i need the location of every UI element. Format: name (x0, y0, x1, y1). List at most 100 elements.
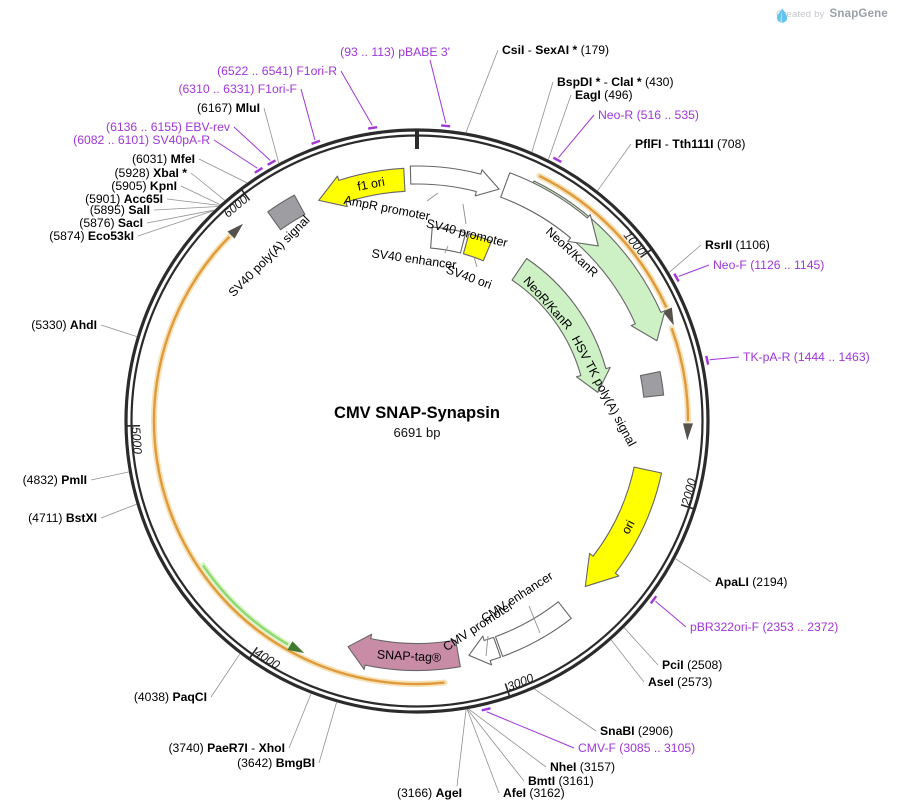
enzyme-site-rsrii[interactable]: RsrII (1106) (705, 238, 770, 252)
enzyme-site-pmli[interactable]: (4832) PmlI (23, 473, 87, 487)
feature-label-sv40-ori[interactable]: SV40 ori (444, 262, 493, 291)
primer-tick-f1ori-f[interactable] (311, 139, 321, 145)
site-leader-rsrii (668, 244, 702, 273)
feature-leader-cmv-promoter (485, 635, 489, 657)
enzyme-site-kpni[interactable]: (5905) KpnI (111, 179, 177, 193)
primer-tick-pbr322ori-f[interactable] (649, 595, 658, 605)
enzyme-site-bmgbi[interactable]: (3642) BmgBI (237, 756, 315, 770)
enzyme-site-asei[interactable]: AseI (2573) (648, 675, 712, 689)
site-leader-pmli (90, 471, 130, 481)
feature-label-sv40-polya-signal[interactable]: SV40 poly(A) signal (226, 213, 313, 300)
enzyme-site-acc65i[interactable]: (5901) Acc65I (85, 192, 163, 206)
primer-tick-f1ori-r[interactable] (367, 125, 378, 130)
feature-f1-ori[interactable] (318, 167, 406, 208)
primer-leader-tk-pa-r (709, 356, 740, 361)
site-leader-sali (153, 206, 219, 211)
enzyme-site-bstxi[interactable]: (4711) BstXI (28, 511, 97, 525)
primer-tick-cmv-f[interactable] (481, 707, 491, 712)
primer-label-sv40pa-r[interactable]: (6082 .. 6101) SV40pA-R (73, 133, 210, 147)
primer-leader-pbr322ori-f (655, 600, 687, 628)
primer-leader-f1ori-r (340, 70, 373, 126)
primer-tick-sv40pa-r[interactable] (254, 166, 264, 174)
enzyme-site-bmti[interactable]: BmtI (3161) (528, 774, 594, 788)
primer-label-f1ori-f[interactable]: (6310 .. 6331) F1ori-F (178, 82, 297, 96)
feature-hsv-tk-polya-signal[interactable] (639, 371, 665, 398)
enzyme-site-snabi[interactable]: SnaBI (2906) (600, 724, 673, 738)
credit-brand: SnapGene (829, 8, 888, 20)
feature-label-ampr-promoter[interactable]: AmpR promoter (343, 193, 432, 223)
feature-label-f1-ori[interactable]: f1 ori (356, 175, 386, 194)
feature-sv40-enhancer[interactable] (430, 226, 467, 254)
scale-label-2000: 2000 (678, 477, 699, 508)
feature-label-hsv-tk-polya-signal[interactable]: HSV TK poly(A) signal (569, 333, 639, 448)
enzyme-site-agei[interactable]: (3166) AgeI (397, 786, 462, 800)
enzyme-site-csii-sexai[interactable]: CsiI - SexAI * (179) (502, 43, 609, 57)
feature-neor-kanr-inner[interactable] (511, 257, 611, 393)
orf-arrowhead-orf-plus-right-2 (682, 423, 693, 441)
site-leader-pcii (623, 627, 659, 666)
scale-tick-1000 (640, 248, 653, 259)
site-leader-eco53ki (137, 210, 215, 237)
site-leader-csii-sexai (465, 49, 499, 133)
enzyme-site-pcii[interactable]: PciI (2508) (662, 658, 722, 672)
enzyme-site-ahdi[interactable]: (5330) AhdI (31, 318, 97, 332)
orf-arrowhead-orf-plus-left (227, 223, 244, 239)
primer-label-neo-r[interactable]: Neo-R (516 .. 535) (598, 108, 699, 122)
enzyme-site-eagi[interactable]: EagI (496) (575, 88, 633, 102)
primer-label-pbr322ori-f[interactable]: pBR322ori-F (2353 .. 2372) (690, 620, 838, 634)
primer-label-pbabe-3[interactable]: (93 .. 113) pBABE 3' (340, 45, 450, 59)
primer-tick-ebv-rev[interactable] (267, 159, 277, 166)
primer-tick-neo-r[interactable] (552, 156, 562, 163)
feature-snap-tag[interactable] (347, 633, 461, 672)
orf-arc-orf-minus-left (202, 564, 289, 646)
site-leader-mlui (263, 107, 280, 164)
feature-ori[interactable] (584, 466, 663, 587)
site-leader-kpni (180, 185, 221, 205)
enzyme-site-paqci[interactable]: (4038) PaqCI (134, 690, 207, 704)
feature-label-snap-tag[interactable]: SNAP-tag® (377, 648, 442, 665)
primer-label-neo-f[interactable]: Neo-F (1126 .. 1145) (713, 258, 824, 272)
primer-tick-tk-pa-r[interactable] (705, 355, 710, 365)
enzyme-site-apali[interactable]: ApaLI (2194) (715, 575, 787, 589)
enzyme-site-xbai[interactable]: (5928) XbaI * (115, 166, 188, 180)
scale-tick-3000 (504, 683, 511, 698)
enzyme-site-paer7i-xhoi[interactable]: (3740) PaeR7I - XhoI (168, 741, 285, 755)
site-leader-bspdi-clai (531, 81, 554, 153)
enzyme-site-bspdi-clai[interactable]: BspDI * - ClaI * (430) (557, 75, 674, 89)
enzyme-site-mlui[interactable]: (6167) MluI (197, 101, 260, 115)
feature-sv40-promoter[interactable] (500, 172, 599, 247)
feature-sv40-polya-signal[interactable] (267, 194, 306, 231)
enzyme-site-eco53ki[interactable]: (5874) Eco53kI (49, 229, 134, 243)
site-leader-asei (610, 639, 645, 683)
feature-label-ori[interactable]: ori (619, 518, 638, 537)
site-leader-afei (466, 709, 500, 794)
site-leader-paer7i-xhoi (288, 693, 312, 749)
feature-sv40-ori[interactable] (462, 233, 492, 262)
enzyme-site-saci[interactable]: (5876) SacI (79, 216, 143, 230)
site-leader-acc65i (166, 198, 220, 206)
primer-label-cmv-f[interactable]: CMV-F (3085 .. 3105) (578, 741, 695, 755)
enzyme-site-mfei[interactable]: (6031) MfeI (132, 152, 195, 166)
orf-halo-orf-plus-left (151, 233, 448, 687)
primer-tick-pbabe-3[interactable] (441, 124, 451, 128)
primer-label-tk-pa-r[interactable]: TK-pA-R (1444 .. 1463) (743, 350, 870, 364)
feature-ampr-promoter[interactable] (409, 165, 500, 197)
snapgene-credit: Created by SnapGene (776, 8, 888, 23)
orf-arrowhead-orf-plus-right-1 (662, 307, 674, 326)
site-leader-xbai (190, 172, 226, 201)
primer-tick-neo-f[interactable] (673, 273, 680, 283)
enzyme-site-nhei[interactable]: NheI (3157) (550, 760, 615, 774)
primer-label-ebv-rev[interactable]: (6136 .. 6155) EBV-rev (106, 120, 231, 134)
site-leader-mfei (198, 158, 248, 184)
enzyme-site-pflfi-tth111i[interactable]: PflFI - Tth111I (708) (635, 137, 745, 151)
scale-tick-2000 (680, 504, 695, 510)
feature-cmv-promoter[interactable] (468, 635, 502, 666)
orf-arrowhead-orf-minus-left (287, 641, 305, 654)
primer-label-f1ori-r[interactable]: (6522 .. 6541) F1ori-R (217, 64, 337, 78)
enzyme-site-afei[interactable]: AfeI (3162) (503, 786, 565, 800)
orf-halo-orf-plus-right-2 (668, 325, 691, 424)
feature-cmv-enhancer[interactable] (494, 601, 572, 657)
primer-leader-neo-f (678, 264, 710, 277)
enzyme-site-sali[interactable]: (5895) SalI (90, 203, 150, 217)
